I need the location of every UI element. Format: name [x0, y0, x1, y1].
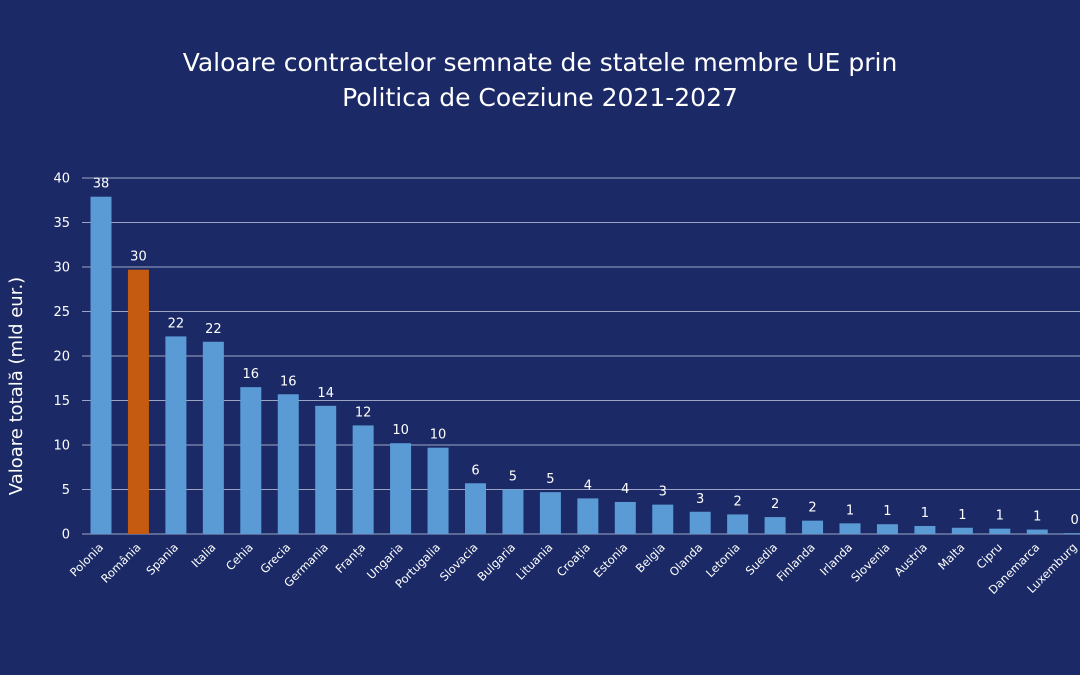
- data-label-austria: 1: [921, 506, 929, 521]
- y-tick-label: 5: [62, 483, 70, 498]
- bar-belgia: [652, 504, 674, 534]
- x-tick-label-cipru: Cipru: [973, 540, 1004, 571]
- x-tick-label-spania: Spania: [143, 540, 181, 578]
- x-tick-label-românia: România: [98, 540, 143, 585]
- x-tick-label-austria: Austria: [891, 540, 930, 579]
- x-tick-label-malta: Malta: [935, 540, 967, 572]
- y-tick-label: 25: [53, 305, 70, 320]
- x-tick-label-lituania: Lituania: [513, 540, 555, 582]
- bar-austria: [914, 525, 936, 534]
- data-label-portugalia: 10: [430, 428, 447, 443]
- y-tick-label: 15: [53, 394, 70, 409]
- y-tick-label: 20: [53, 350, 70, 365]
- bar-letonia: [727, 514, 749, 534]
- bar-bulgaria: [502, 489, 524, 534]
- bar-portugalia: [427, 447, 449, 534]
- x-tick-label-cehia: Cehia: [223, 540, 256, 573]
- y-tick-label: 40: [53, 172, 70, 187]
- x-tick-label-finlanda: Finlanda: [774, 540, 818, 584]
- y-axis-label: Valoare totală (mld eur.): [6, 277, 27, 495]
- data-label-olanda: 3: [696, 492, 704, 507]
- data-label-estonia: 4: [621, 482, 629, 497]
- bars: [90, 196, 1080, 534]
- bar-italia: [202, 341, 224, 534]
- bar-franța: [352, 425, 374, 534]
- bar-spania: [165, 336, 187, 534]
- data-label-irlanda: 1: [846, 503, 854, 518]
- data-label-grecia: 16: [280, 374, 297, 389]
- bar-cipru: [989, 528, 1011, 534]
- y-tick-label: 35: [53, 216, 70, 231]
- data-label-slovenia: 1: [883, 504, 891, 519]
- bar-irlanda: [839, 523, 861, 534]
- data-label-luxemburg: 0: [1071, 513, 1079, 528]
- data-label-slovacia: 6: [471, 463, 479, 478]
- x-tick-label-slovenia: Slovenia: [848, 540, 893, 585]
- y-tick-label: 10: [53, 439, 70, 454]
- x-tick-label-belgia: Belgia: [633, 540, 668, 575]
- bar-finlanda: [802, 520, 824, 534]
- bar-germania: [315, 405, 337, 534]
- data-label-italia: 22: [205, 322, 222, 337]
- data-label-bulgaria: 5: [509, 470, 517, 485]
- data-label-românia: 30: [130, 250, 147, 265]
- x-tick-label-croația: Croația: [554, 540, 593, 579]
- chart-title-line-2: Politica de Coeziune 2021-2027: [342, 83, 738, 112]
- data-label-belgia: 3: [659, 485, 667, 500]
- x-tick-label-slovacia: Slovacia: [437, 540, 481, 584]
- data-label-letonia: 2: [734, 494, 742, 509]
- x-tick-label-estonia: Estonia: [591, 540, 631, 580]
- data-label-suedia: 2: [771, 497, 779, 512]
- bar-suedia: [764, 517, 786, 534]
- bar-lituania: [539, 492, 561, 534]
- bar-luxemburg: [1064, 533, 1080, 534]
- data-label-danemarca: 1: [1033, 510, 1041, 525]
- x-tick-label-italia: Italia: [188, 540, 218, 570]
- data-label-lituania: 5: [546, 472, 554, 487]
- y-axis-ticks: 0 5 10 15 20 25 30 35 40: [53, 172, 70, 543]
- bar-danemarca: [1026, 529, 1048, 534]
- data-label-spania: 22: [168, 316, 185, 331]
- bar-olanda: [689, 511, 711, 534]
- data-label-cehia: 16: [243, 367, 260, 382]
- x-tick-label-bulgaria: Bulgaria: [474, 540, 518, 584]
- x-tick-label-olanda: Olanda: [666, 540, 705, 579]
- bar-românia: [127, 269, 149, 534]
- chart-title-line-1: Valoare contractelor semnate de statele …: [183, 48, 898, 77]
- y-tick-label: 30: [53, 261, 70, 276]
- data-label-finlanda: 2: [808, 501, 816, 516]
- bar-croația: [577, 498, 599, 534]
- data-label-cipru: 1: [996, 509, 1004, 524]
- data-label-franța: 12: [355, 405, 372, 420]
- bar-slovenia: [876, 524, 898, 534]
- x-tick-label-franța: Franța: [333, 540, 369, 576]
- bar-ungaria: [390, 443, 412, 534]
- bar-slovacia: [465, 483, 486, 534]
- bar-estonia: [614, 501, 636, 534]
- bar-cehia: [240, 387, 262, 534]
- data-label-germania: 14: [317, 386, 334, 401]
- data-label-malta: 1: [958, 508, 966, 523]
- bar-malta: [951, 527, 973, 534]
- data-label-ungaria: 10: [392, 423, 409, 438]
- data-label-polonia: 38: [93, 177, 110, 192]
- data-label-croația: 4: [584, 478, 592, 493]
- bar-polonia: [90, 196, 112, 534]
- gridlines: [82, 177, 1080, 535]
- x-tick-label-letonia: Letonia: [703, 540, 743, 580]
- bar-grecia: [277, 394, 299, 534]
- y-tick-label: 0: [62, 528, 70, 543]
- chart-title: Valoare contractelor semnate de statele …: [183, 48, 898, 112]
- x-tick-label-grecia: Grecia: [257, 540, 293, 576]
